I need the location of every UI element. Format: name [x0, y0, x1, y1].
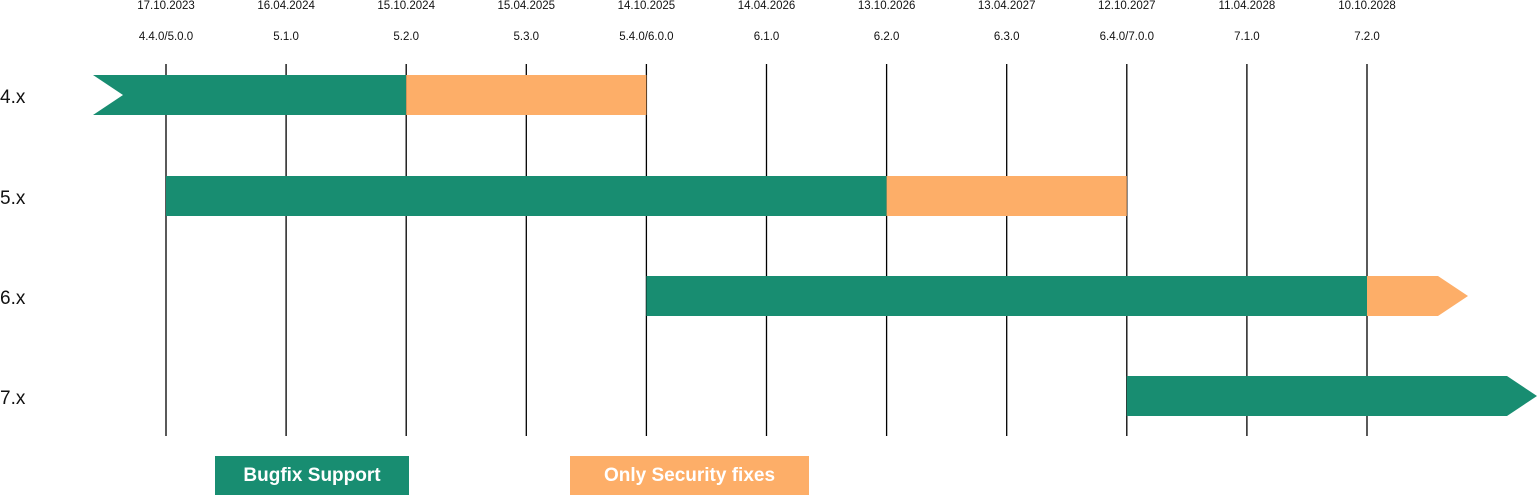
- bar-4x-bugfix: [93, 75, 407, 115]
- column-version-label: 6.1.0: [754, 31, 780, 43]
- bar-5x-bugfix: [166, 176, 887, 216]
- bar-4x-security: [406, 75, 647, 115]
- column-date-label: 13.04.2027: [978, 0, 1036, 12]
- column-date-label: 12.10.2027: [1098, 0, 1156, 12]
- version-labels: 4.4.0/5.0.0 5.1.0 5.2.0 5.3.0 5.4.0/6.0.0 6.1…: [139, 31, 1380, 43]
- column-date-label: 14.04.2026: [738, 0, 796, 12]
- column-version-label: 5.3.0: [514, 31, 540, 43]
- date-labels: 17.10.2023 16.04.2024 15.10.2024 15.04.2025…: [137, 0, 1396, 12]
- column-version-label: 7.2.0: [1354, 31, 1380, 43]
- row-label-6x: 6.x: [0, 288, 26, 309]
- bar-5x-security: [886, 176, 1127, 216]
- row-labels: 4.x 5.x 6.x 7.x: [0, 87, 26, 409]
- row-label-4x: 4.x: [0, 87, 26, 108]
- legend-only-security-fixes: Only Security fixes: [570, 456, 809, 495]
- column-date-label: 16.04.2024: [257, 0, 315, 12]
- row-label-7x: 7.x: [0, 388, 26, 409]
- column-version-label: 4.4.0/5.0.0: [139, 31, 193, 43]
- bar-6x-bugfix: [646, 276, 1367, 316]
- column-date-label: 11.04.2028: [1219, 0, 1276, 12]
- column-date-label: 15.10.2024: [377, 0, 435, 12]
- column-date-label: 10.10.2028: [1338, 0, 1396, 12]
- column-date-label: 13.10.2026: [858, 0, 916, 12]
- column-date-label: 14.10.2025: [618, 0, 676, 12]
- legend-bugfix-support: Bugfix Support: [215, 456, 409, 495]
- bar-7x-bugfix: [1126, 376, 1537, 416]
- column-version-label: 6.4.0/7.0.0: [1100, 31, 1154, 43]
- bar-6x-security: [1367, 276, 1468, 316]
- column-version-label: 7.1.0: [1234, 31, 1260, 43]
- column-version-label: 5.4.0/6.0.0: [619, 31, 673, 43]
- column-version-label: 5.2.0: [393, 31, 419, 43]
- column-date-label: 17.10.2023: [137, 0, 195, 12]
- column-version-label: 6.3.0: [994, 31, 1020, 43]
- bars: [93, 75, 1537, 416]
- column-version-label: 5.1.0: [273, 31, 299, 43]
- column-date-label: 15.04.2025: [498, 0, 556, 12]
- row-label-5x: 5.x: [0, 188, 26, 209]
- gridlines: [165, 64, 1368, 436]
- column-version-label: 6.2.0: [874, 31, 900, 43]
